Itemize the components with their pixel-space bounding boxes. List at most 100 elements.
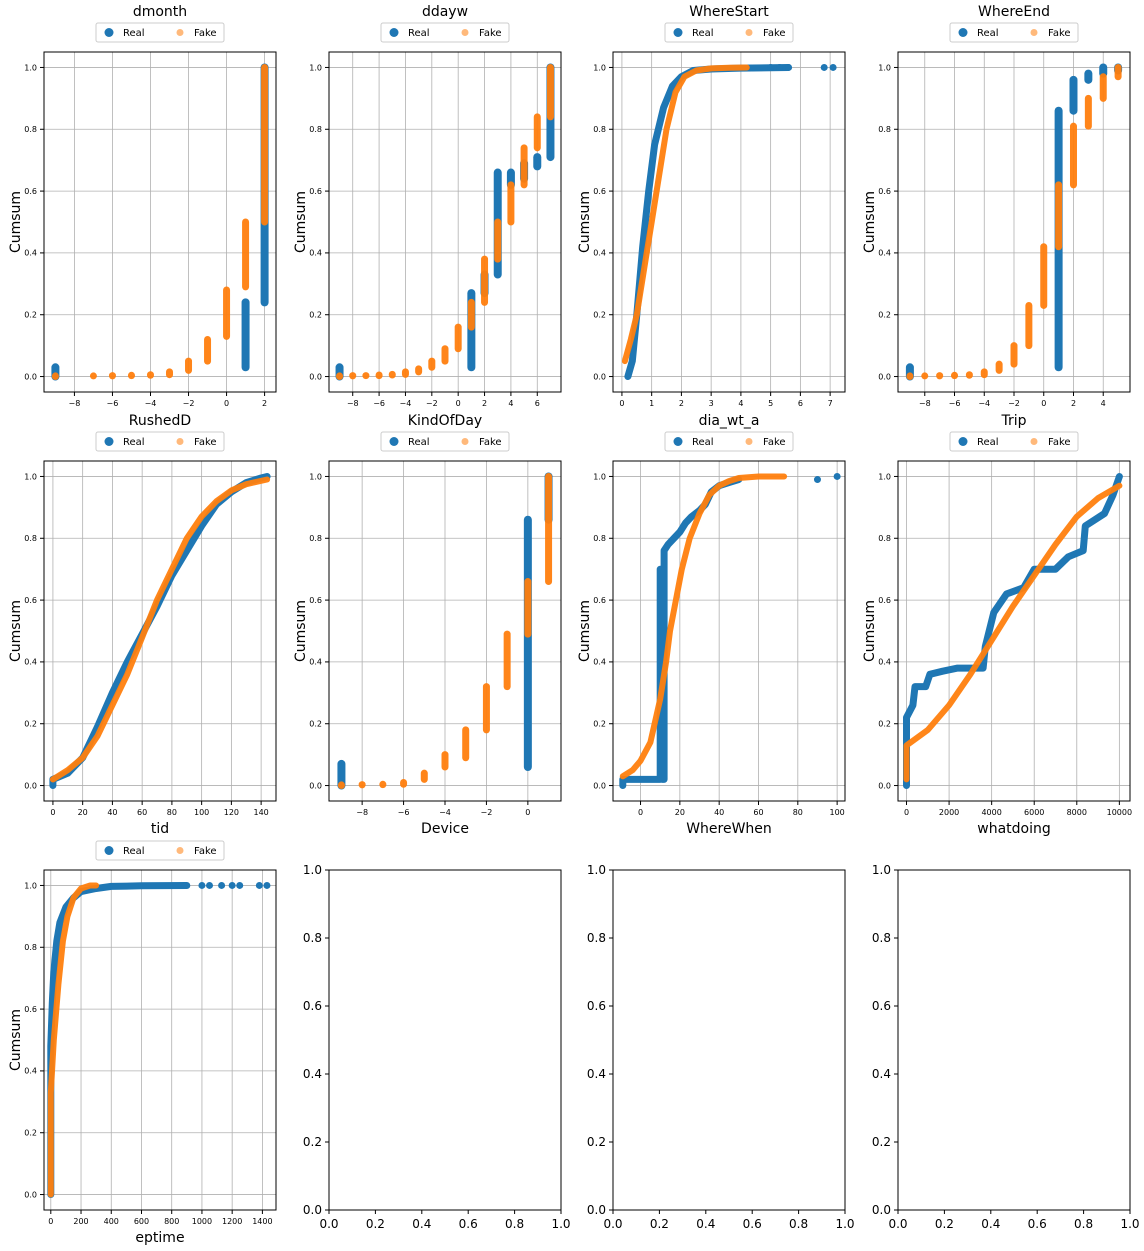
y-tick-label: 0.4 [303, 1067, 322, 1081]
x-axis-label: whatdoing [977, 821, 1051, 837]
x-tick-label: 0 [456, 399, 461, 408]
x-tick-label: 100 [829, 808, 844, 817]
axes-frame [897, 869, 1131, 1211]
x-tick-label: 200 [73, 1217, 88, 1226]
x-tick-label: 0 [1041, 399, 1046, 408]
y-tick-label: 0.8 [593, 534, 606, 543]
legend-marker-fake [461, 29, 469, 36]
x-tick-label: 40 [107, 808, 117, 817]
y-tick-label: 0.0 [593, 781, 606, 790]
x-tick-label: 0 [50, 808, 55, 817]
y-tick-label: 0.6 [878, 596, 891, 605]
y-tick-label: 0.0 [878, 372, 891, 381]
x-tick-label: 0.8 [505, 1217, 524, 1231]
plot-area [337, 472, 553, 790]
x-tick-label: 0 [638, 808, 643, 817]
x-tick-label: 2 [1071, 399, 1076, 408]
x-tick-label: 60 [137, 808, 147, 817]
x-tick-label: 0.8 [789, 1217, 808, 1231]
legend-label-fake: Fake [479, 437, 502, 448]
legend-label-fake: Fake [194, 437, 217, 448]
y-tick-label: 1.0 [878, 63, 891, 72]
x-tick-label: 40 [714, 808, 724, 817]
subplot-7: 0 20 40 60 80 100 0.0 0.2 0.4 0.6 0.8 1.0 Cumsum Wher… [577, 413, 846, 837]
series-fake [49, 476, 271, 783]
series-fake [903, 482, 1123, 783]
subplot-12: 0.0 0.2 0.4 0.6 0.8 1.0 0.0 0.2 0.4 0.6 0.8 1.0 [872, 863, 1140, 1231]
legend-marker-real [389, 28, 399, 37]
x-axis-label: tid [151, 821, 169, 837]
x-tick-label: 2000 [939, 808, 959, 817]
marker-real [776, 63, 784, 71]
chart-title: ddayw [422, 4, 468, 20]
x-tick-label: 1.0 [835, 1217, 854, 1231]
y-tick-label: 0.0 [24, 1190, 37, 1199]
x-tick-label: 0.4 [981, 1217, 1000, 1231]
y-tick-label: 0.8 [587, 931, 606, 945]
y-tick-label: 0.6 [593, 187, 606, 196]
series-real [49, 473, 271, 789]
legend-marker-fake [461, 438, 469, 445]
x-tick-label: 8000 [1067, 808, 1087, 817]
x-tick-label: 2 [679, 399, 684, 408]
x-tick-label: 0 [525, 808, 530, 817]
y-tick-label: 0.6 [878, 187, 891, 196]
x-tick-label: 0.6 [459, 1217, 478, 1231]
y-tick-label: 0.2 [24, 1129, 37, 1138]
legend-label-fake: Fake [763, 437, 786, 448]
y-tick-label: 0.0 [872, 1203, 891, 1217]
legend-frame [380, 431, 510, 452]
marker-real [236, 881, 244, 889]
x-tick-label: 0 [619, 399, 624, 408]
y-tick-label: 0.4 [878, 658, 891, 667]
x-tick-label: 6000 [1024, 808, 1044, 817]
subplot-9: 0 200 400 600 800 1000 1200 1400 0.0 0.2 0.4 0.6 0.8… [8, 840, 277, 1246]
x-tick-label: 10000 [1107, 808, 1132, 817]
x-tick-label: −8 [347, 399, 359, 408]
x-tick-label: 1000 [192, 1217, 212, 1226]
y-tick-label: 0.2 [872, 1135, 891, 1149]
axes-frame [43, 869, 277, 1211]
legend-marker-fake [745, 438, 753, 445]
y-tick-label: 1.0 [593, 63, 606, 72]
subplot-3: 0 1 2 3 4 5 6 7 0.0 0.2 0.4 0.6 0.8 1.0 Cumsum WhereSta… [577, 4, 846, 408]
y-tick-label: 0.0 [593, 372, 606, 381]
x-tick-label: 4000 [981, 808, 1001, 817]
y-tick-label: 0.4 [593, 658, 606, 667]
legend: Real Fake [664, 431, 794, 452]
x-tick-label: 800 [164, 1217, 179, 1226]
x-tick-label: 5 [768, 399, 773, 408]
y-tick-label: 0.0 [303, 1203, 322, 1217]
y-tick-label: 0.8 [872, 931, 891, 945]
legend-marker-real [389, 437, 399, 446]
chart-title: dia_wt_a [699, 413, 760, 429]
x-tick-label: 0.0 [319, 1217, 338, 1231]
x-tick-label: −4 [978, 399, 990, 408]
y-tick-label: 0.2 [878, 720, 891, 729]
y-tick-label: 0.6 [24, 596, 37, 605]
legend-frame [95, 22, 225, 43]
legend: Real Fake [95, 840, 225, 861]
y-tick-label: 0.4 [309, 658, 322, 667]
y-axis-label: Cumsum [577, 191, 593, 253]
y-axis-label: Cumsum [862, 600, 878, 662]
y-tick-label: 1.0 [24, 472, 37, 481]
legend: Real Fake [949, 431, 1079, 452]
legend-label-real: Real [123, 28, 145, 39]
chart-title: WhereEnd [978, 4, 1050, 20]
x-tick-label: −6 [949, 399, 961, 408]
x-tick-label: 1.0 [1120, 1217, 1139, 1231]
y-tick-label: 0.6 [593, 596, 606, 605]
legend-marker-real [104, 846, 114, 855]
legend-marker-fake [176, 438, 184, 445]
legend-label-real: Real [123, 437, 145, 448]
legend: Real Fake [949, 22, 1079, 43]
marker-real [228, 881, 236, 889]
x-tick-label: −8 [919, 399, 931, 408]
legend-frame [380, 22, 510, 43]
x-tick-label: 0.2 [650, 1217, 669, 1231]
axes-frame [43, 460, 277, 802]
legend-label-real: Real [408, 28, 430, 39]
marker-real [833, 472, 841, 480]
legend-frame [664, 22, 794, 43]
